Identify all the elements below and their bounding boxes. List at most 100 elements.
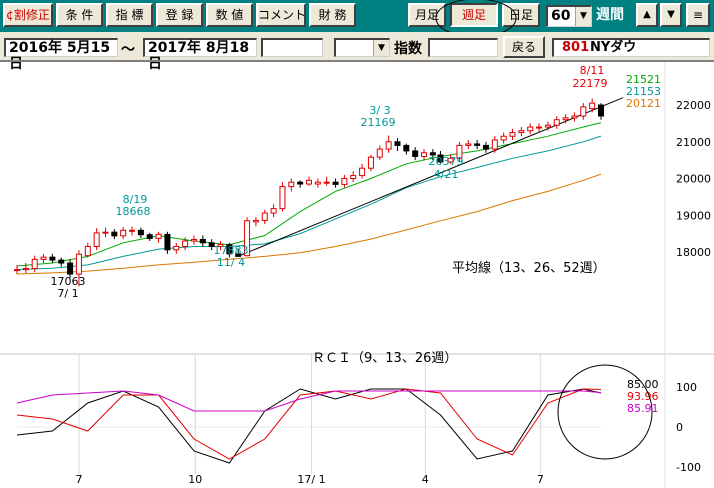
- start-date-field[interactable]: 2016年 5月15日: [4, 38, 118, 72]
- candle-body: [350, 175, 357, 179]
- candle-body: [562, 117, 569, 121]
- candle-body: [527, 126, 534, 132]
- ma-line-26: [16, 135, 602, 271]
- price-axis-tick: 22000: [676, 99, 711, 112]
- candle-body: [482, 144, 489, 150]
- candle-body: [279, 186, 286, 210]
- price-annotation: 4/21: [434, 168, 459, 181]
- ma-value-label: 21153: [626, 85, 661, 98]
- rci-highlight-circle: [557, 364, 653, 460]
- rci-axis-tick: -100: [676, 461, 701, 474]
- index-label: 指数: [394, 41, 422, 57]
- end-date-field[interactable]: 2017年 8月18日: [143, 38, 257, 72]
- candle-body: [598, 104, 604, 117]
- price-axis-tick: 21000: [676, 136, 711, 149]
- chart-canvas[interactable]: 22000 21000 20000 19000 18000 100 0 -100 7 10 17/ …: [0, 62, 714, 488]
- candle-body: [571, 115, 578, 119]
- rci-line-13: [16, 388, 602, 460]
- candle-body: [297, 181, 304, 185]
- price-annotation: 17883: [214, 244, 249, 257]
- x-axis-tick: 10: [188, 473, 202, 486]
- rci-axis-tick: 100: [676, 381, 697, 394]
- candle-body: [31, 258, 38, 270]
- chevron-down-icon[interactable]: ▼: [575, 7, 591, 26]
- candle-body: [102, 231, 109, 234]
- register-button[interactable]: 登 録: [156, 3, 203, 27]
- index-select[interactable]: ▼: [334, 38, 390, 57]
- candle-body: [580, 106, 587, 117]
- moving-averages: [16, 122, 602, 275]
- candle-body: [456, 144, 463, 159]
- candle-body: [261, 212, 268, 221]
- comment-button[interactable]: コメント: [256, 3, 306, 27]
- period-select[interactable]: 60 ▼: [546, 5, 592, 27]
- candle-body: [474, 143, 481, 146]
- candle-body: [217, 244, 224, 247]
- candle-body: [465, 143, 472, 146]
- split-adjust-button[interactable]: ¢割修正: [3, 3, 53, 27]
- x-axis-tick: 4: [422, 473, 429, 486]
- price-annotation: 11/ 4: [217, 256, 245, 269]
- candle-body: [270, 208, 277, 214]
- candle-body: [40, 256, 47, 260]
- candle-body: [367, 156, 374, 169]
- rci-title: ＲＣＩ（9、13、26週）: [312, 351, 457, 366]
- candle-body: [412, 150, 419, 157]
- candle-body: [403, 144, 410, 152]
- price-annotation: 17063: [51, 275, 86, 288]
- candle-body: [544, 124, 551, 128]
- candle-body: [22, 268, 29, 271]
- weekly-button[interactable]: 週足: [450, 3, 498, 27]
- rci-line-26: [16, 390, 602, 412]
- grid: [0, 62, 714, 488]
- x-axis-tick: 7: [75, 473, 82, 486]
- x-axis-tick: 17/ 1: [297, 473, 325, 486]
- candle-body: [226, 244, 233, 255]
- candle-body: [288, 181, 295, 188]
- menu-button[interactable]: ≡: [686, 3, 710, 27]
- conditions-button[interactable]: 条 件: [56, 3, 103, 27]
- candle-body: [190, 239, 197, 242]
- back-button[interactable]: 戻る: [503, 36, 545, 58]
- nav-down-button[interactable]: ▼: [660, 3, 682, 27]
- candle-body: [252, 219, 259, 223]
- x-axis-tick: 7: [537, 473, 544, 486]
- chart-labels: 22000 21000 20000 19000 18000 100 0 -100 7 10 17/ …: [51, 64, 712, 486]
- candle-body: [129, 229, 136, 232]
- stock-name: NYダウ: [590, 40, 637, 55]
- candle-body: [447, 157, 454, 163]
- price-axis-tick: 19000: [676, 209, 711, 222]
- price-axis-tick: 18000: [676, 246, 711, 259]
- date-range-tilde: 〜: [121, 42, 135, 58]
- stock-field[interactable]: 801 NYダウ: [552, 38, 710, 57]
- blank-field[interactable]: [261, 38, 323, 57]
- index-value-field[interactable]: [428, 38, 498, 57]
- candle-body: [518, 130, 525, 134]
- indicators-button[interactable]: 指 標: [106, 3, 153, 27]
- nav-up-button[interactable]: ▲: [636, 3, 658, 27]
- candle-body: [359, 167, 366, 177]
- candle-body: [164, 233, 171, 251]
- candle-body: [385, 141, 392, 150]
- price-annotation: 8/19: [123, 193, 148, 206]
- candle-body: [199, 239, 206, 244]
- price-annotation: 8/11: [580, 64, 605, 77]
- candles: [14, 98, 604, 287]
- ma-value-label: 20121: [626, 97, 661, 110]
- candle-body: [49, 256, 56, 261]
- price-annotation: 3/ 3: [369, 104, 390, 117]
- price-annotation: 20379: [429, 155, 464, 168]
- candle-body: [182, 240, 189, 247]
- candle-body: [306, 179, 312, 185]
- chart-area: 22000 21000 20000 19000 18000 100 0 -100 7 10 17/ …: [0, 60, 714, 488]
- monthly-button[interactable]: 月足: [408, 3, 446, 27]
- values-button[interactable]: 数 値: [206, 3, 253, 27]
- stock-code: 801: [562, 40, 590, 55]
- financials-button[interactable]: 財 務: [309, 3, 356, 27]
- chevron-down-icon[interactable]: ▼: [373, 40, 389, 56]
- toolbar: ¢割修正 条 件 指 標 登 録 数 値 コメント 財 務 月足 週足 日足 6…: [0, 0, 714, 38]
- daily-button[interactable]: 日足: [502, 3, 540, 27]
- rci-value-label: 85.91: [627, 402, 659, 415]
- candle-body: [421, 152, 428, 157]
- info-bar: 2016年 5月15日 〜 2017年 8月18日 ▼ 指数 戻る 801 NY…: [0, 32, 714, 72]
